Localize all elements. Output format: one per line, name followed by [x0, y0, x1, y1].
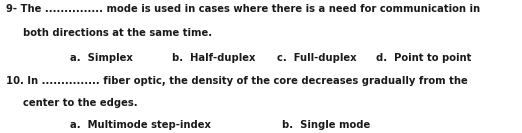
- Text: a.  Simplex: a. Simplex: [70, 53, 133, 63]
- Text: 10. In ............... fiber optic, the density of the core decreases gradually : 10. In ............... fiber optic, the …: [6, 76, 468, 86]
- Text: center to the edges.: center to the edges.: [23, 98, 138, 108]
- Text: both directions at the same time.: both directions at the same time.: [23, 28, 212, 38]
- Text: b.  Half-duplex: b. Half-duplex: [172, 53, 256, 63]
- Text: d.  Point to point: d. Point to point: [376, 53, 471, 63]
- Text: a.  Multimode step-index: a. Multimode step-index: [70, 120, 211, 130]
- Text: 9- The ............... mode is used in cases where there is a need for communica: 9- The ............... mode is used in c…: [6, 4, 480, 14]
- Text: b.  Single mode: b. Single mode: [282, 120, 370, 130]
- Text: c.  Full-duplex: c. Full-duplex: [277, 53, 357, 63]
